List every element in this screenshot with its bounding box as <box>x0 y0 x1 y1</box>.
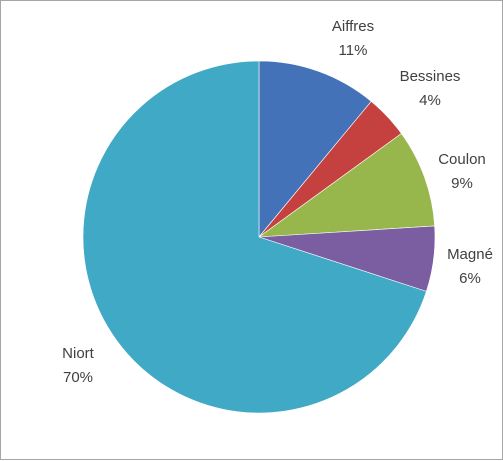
slice-percent-niort: 70% <box>63 369 93 386</box>
slice-label-coulon: Coulon <box>438 151 486 168</box>
slice-percent-aiffres: 11% <box>339 42 368 59</box>
pie-labels: Aiffres 11% Bessines 4% Coulon 9% Magné 6% Niort… <box>62 18 493 386</box>
pie-slices <box>82 60 436 414</box>
slice-coulon <box>257 133 435 238</box>
slice-percent-coulon: 9% <box>451 175 473 192</box>
slice-label-bessines: Bessines <box>400 68 461 85</box>
slice-percent-bessines: 4% <box>419 92 441 109</box>
slice-label-magne: Magné <box>447 246 493 263</box>
slice-label-niort: Niort <box>62 345 95 362</box>
slice-percent-magne: 6% <box>459 270 481 287</box>
slice-aiffres <box>258 60 372 238</box>
slice-niort <box>82 60 427 414</box>
slice-label-aiffres: Aiffres <box>332 18 374 35</box>
